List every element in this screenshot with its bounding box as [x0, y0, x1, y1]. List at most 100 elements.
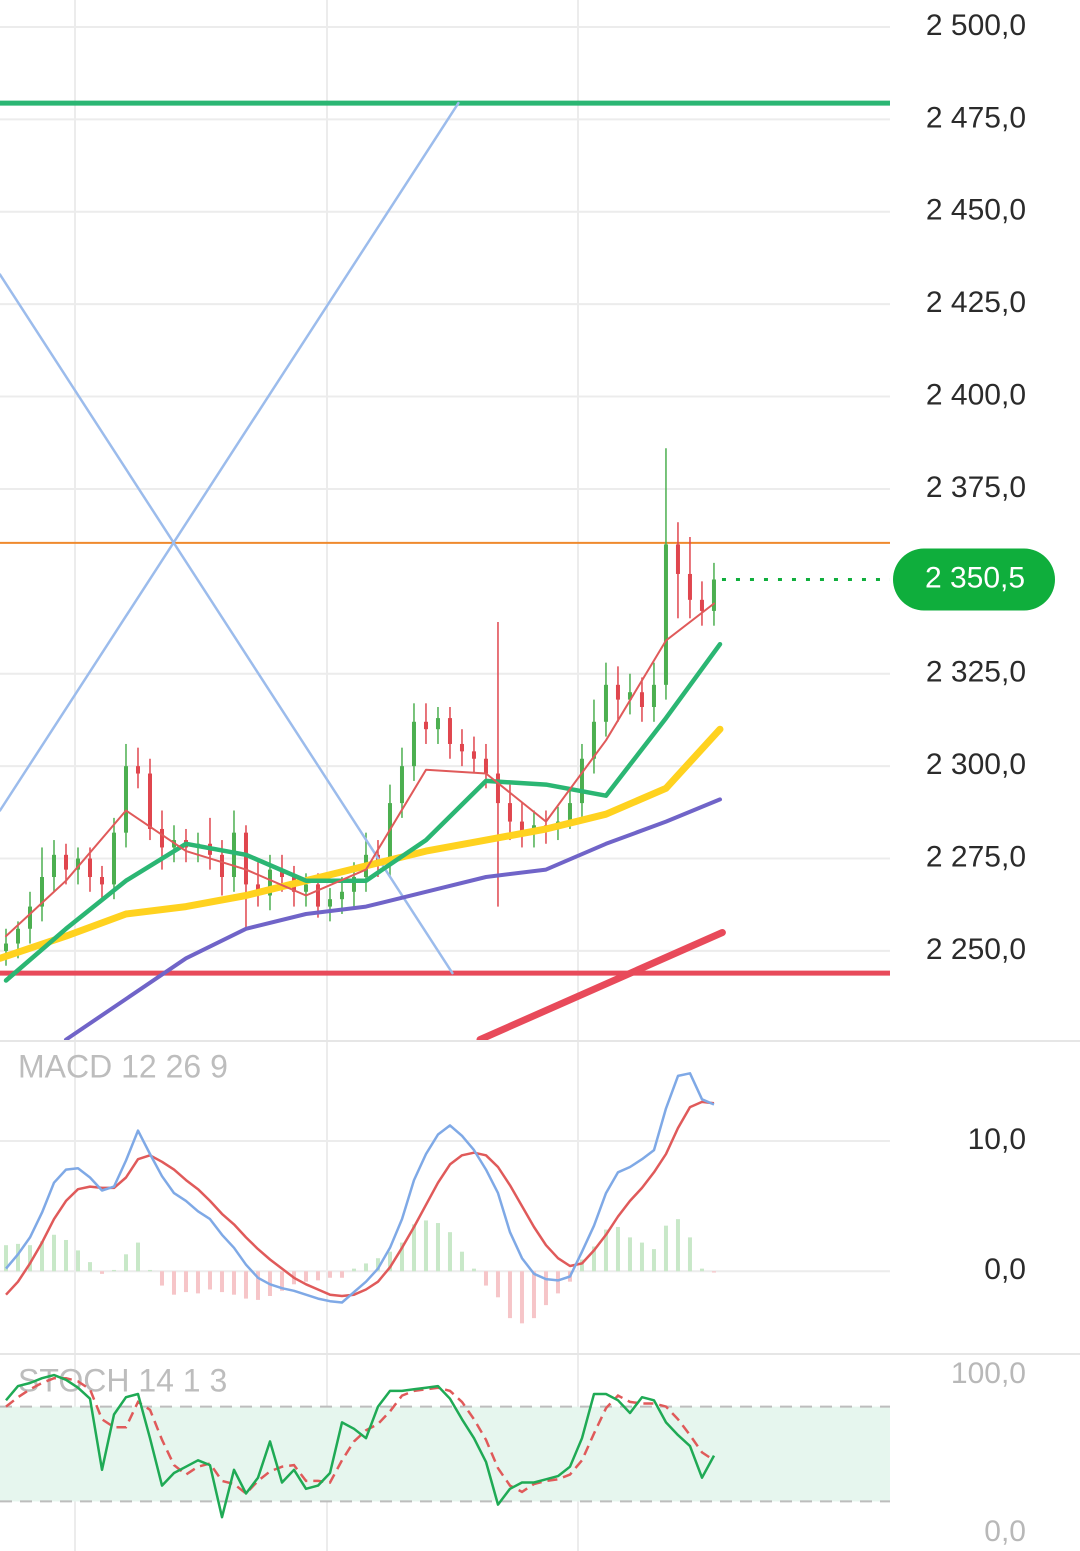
histogram-bar	[243, 1271, 248, 1299]
candle-body	[327, 899, 332, 907]
histogram-bar	[327, 1271, 332, 1278]
y-tick-label: 2 475,0	[926, 101, 1026, 134]
candle-body	[267, 869, 272, 896]
histogram-bar	[399, 1242, 404, 1272]
candle-body	[567, 803, 572, 822]
candle-body	[651, 684, 656, 708]
stoch-band	[0, 1406, 890, 1502]
y-tick-label: 2 325,0	[926, 656, 1026, 689]
candle-body	[579, 758, 584, 804]
stoch-k-line	[5, 1373, 716, 1519]
histogram-bar	[699, 1268, 704, 1272]
histogram-bar	[423, 1220, 428, 1272]
y-tick-label: 0,0	[984, 1515, 1026, 1548]
candle-body	[447, 718, 452, 744]
indicator-line	[0, 101, 460, 812]
candle-body	[699, 599, 704, 611]
candle-body	[135, 766, 140, 774]
histogram-bar	[111, 1269, 116, 1272]
indicator-line	[476, 929, 726, 1040]
candle-body	[75, 858, 80, 870]
candle-body	[687, 573, 692, 600]
candle-body	[15, 928, 20, 944]
histogram-bar	[411, 1224, 416, 1272]
panel: STOCH 14 1 3	[0, 1362, 890, 1503]
histogram-bar	[711, 1271, 716, 1273]
candle-body	[123, 766, 128, 833]
indicator-line	[3, 641, 723, 983]
histogram-bar	[387, 1251, 392, 1272]
candle-body	[495, 773, 500, 804]
candle-body	[387, 803, 392, 863]
candle-body	[711, 579, 716, 611]
indicator-line	[64, 797, 722, 1040]
histogram-bar	[627, 1237, 632, 1272]
histogram-bar	[303, 1271, 308, 1282]
histogram-bar	[615, 1226, 620, 1272]
candle-body	[627, 692, 632, 700]
histogram-bar	[687, 1237, 692, 1272]
last-price-badge	[893, 548, 1055, 611]
histogram-bar	[555, 1271, 560, 1294]
histogram-bar	[123, 1254, 128, 1272]
panel	[0, 1139, 890, 1273]
histogram-bar	[3, 1245, 8, 1272]
indicator-line	[5, 602, 715, 938]
candle-body	[279, 869, 284, 878]
histogram-bar	[27, 1245, 32, 1272]
histogram-bar	[75, 1250, 80, 1272]
candle-body	[507, 803, 512, 822]
y-tick-label: 2 275,0	[926, 840, 1026, 873]
plot-area	[0, 100, 890, 1040]
candle-body	[603, 684, 608, 722]
signal-line	[5, 1100, 715, 1298]
histogram-bar	[135, 1242, 140, 1272]
candle-body	[483, 758, 488, 774]
histogram-bar	[87, 1262, 92, 1272]
histogram-bar	[159, 1271, 164, 1286]
histogram-bar	[315, 1271, 320, 1281]
y-tick-label: 2 500,0	[926, 9, 1026, 42]
macd-line	[5, 1072, 715, 1304]
y-tick-label: 2 400,0	[926, 378, 1026, 411]
histogram-bar	[639, 1242, 644, 1272]
candle-body	[339, 891, 344, 900]
candle-body	[111, 832, 116, 885]
candle-body	[615, 684, 620, 700]
histogram-bar	[339, 1271, 344, 1278]
histogram-bar	[195, 1271, 200, 1294]
candle-body	[459, 743, 464, 752]
last-price-label: 2 350,5	[925, 561, 1025, 594]
histogram-bar	[231, 1271, 236, 1295]
y-tick-label: 10,0	[968, 1123, 1026, 1156]
y-tick-label: 2 250,0	[926, 933, 1026, 966]
histogram-bar	[591, 1246, 596, 1272]
y-tick-label: 0,0	[984, 1253, 1026, 1286]
candle-body	[3, 943, 8, 951]
histogram-bar	[99, 1271, 104, 1274]
candle-body	[219, 854, 224, 878]
candle-body	[351, 877, 356, 892]
histogram-bar	[171, 1271, 176, 1295]
candle-body	[411, 721, 416, 767]
plot-area	[5, 1373, 716, 1519]
histogram-bar	[543, 1271, 548, 1306]
histogram-bar	[579, 1259, 584, 1272]
candle-body	[51, 854, 56, 878]
histogram-bar	[471, 1268, 476, 1272]
candle-body	[315, 884, 320, 907]
panel-title: MACD 12 26 9	[18, 1048, 228, 1084]
y-tick-label: 2 375,0	[926, 471, 1026, 504]
candle-body	[159, 828, 164, 848]
y-tick-label: 100,0	[951, 1357, 1026, 1390]
histogram-bar	[39, 1241, 44, 1272]
histogram-bar	[519, 1271, 524, 1324]
histogram-bar	[651, 1249, 656, 1272]
candle-body	[87, 858, 92, 878]
panel	[0, 25, 890, 952]
histogram-bar	[435, 1223, 440, 1272]
histogram-bar	[447, 1232, 452, 1272]
candle-body	[39, 877, 44, 907]
